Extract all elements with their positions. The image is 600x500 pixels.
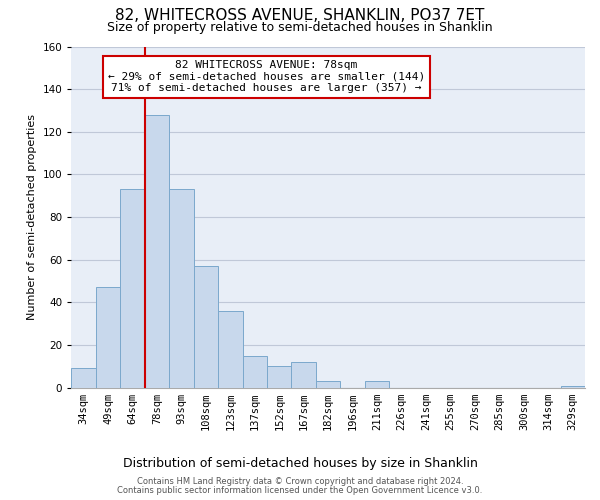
Text: Distribution of semi-detached houses by size in Shanklin: Distribution of semi-detached houses by … [122,458,478,470]
Bar [120,190,145,388]
Bar [169,190,194,388]
Text: Contains HM Land Registry data © Crown copyright and database right 2024.: Contains HM Land Registry data © Crown c… [137,477,463,486]
Bar [560,386,585,388]
Text: 82, WHITECROSS AVENUE, SHANKLIN, PO37 7ET: 82, WHITECROSS AVENUE, SHANKLIN, PO37 7E… [115,8,485,22]
Text: Size of property relative to semi-detached houses in Shanklin: Size of property relative to semi-detach… [107,21,493,34]
Bar [267,366,292,388]
Bar [365,381,389,388]
Text: 82 WHITECROSS AVENUE: 78sqm
← 29% of semi-detached houses are smaller (144)
71% : 82 WHITECROSS AVENUE: 78sqm ← 29% of sem… [108,60,425,94]
Bar [218,311,242,388]
Bar [145,114,169,388]
Bar [96,288,120,388]
Y-axis label: Number of semi-detached properties: Number of semi-detached properties [27,114,37,320]
Bar [242,356,267,388]
Bar [292,362,316,388]
Bar [194,266,218,388]
Text: Contains public sector information licensed under the Open Government Licence v3: Contains public sector information licen… [118,486,482,495]
Bar [316,381,340,388]
Bar [71,368,96,388]
